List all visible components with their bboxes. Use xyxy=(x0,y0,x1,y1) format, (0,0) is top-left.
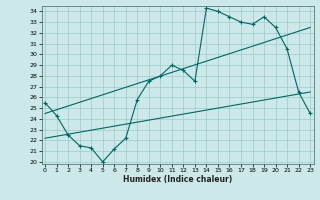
X-axis label: Humidex (Indice chaleur): Humidex (Indice chaleur) xyxy=(123,175,232,184)
